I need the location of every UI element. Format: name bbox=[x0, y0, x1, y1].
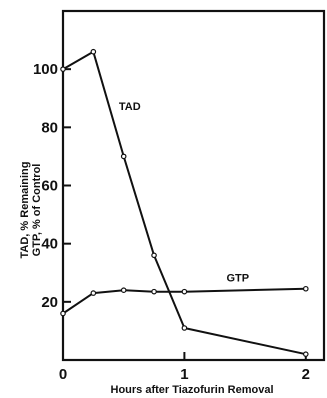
y-tick-label: 40 bbox=[41, 236, 58, 253]
data-point-gtp bbox=[302, 285, 309, 292]
y-axis-title: TAD, % Remaining GTP, % of Control bbox=[19, 162, 43, 259]
y-tick-label: 20 bbox=[41, 294, 58, 311]
data-point-tad bbox=[302, 351, 309, 357]
plot-frame bbox=[61, 9, 326, 362]
plot-border bbox=[61, 9, 326, 362]
data-point-tad bbox=[60, 66, 66, 72]
data-point-tad bbox=[90, 48, 97, 55]
series-line-gtp bbox=[62, 287, 306, 315]
data-point-gtp bbox=[181, 288, 188, 295]
y-tick-label: 100 bbox=[33, 61, 58, 78]
data-point-tad bbox=[120, 153, 127, 160]
y-axis-title-line-2: GTP, % of Control bbox=[31, 164, 43, 257]
series-label-tad: TAD bbox=[119, 101, 141, 113]
data-point-gtp bbox=[90, 290, 97, 296]
y-tick-label: 80 bbox=[41, 119, 58, 136]
series-lines bbox=[62, 50, 307, 356]
data-point-tad bbox=[151, 252, 157, 259]
series-line-tad bbox=[62, 50, 307, 356]
x-tick-label: 2 bbox=[302, 366, 310, 383]
data-point-gtp bbox=[120, 287, 127, 294]
axis-ticks bbox=[62, 68, 307, 361]
data-points bbox=[60, 48, 309, 357]
data-point-tad bbox=[181, 325, 188, 331]
data-point-gtp bbox=[60, 310, 66, 317]
data-point-gtp bbox=[151, 288, 157, 295]
tick-labels: 20 40 60 80 100 0 1 2 TAD GTP bbox=[33, 61, 310, 383]
y-tick-label: 60 bbox=[41, 178, 58, 195]
x-axis-title: Hours after Tiazofurin Removal bbox=[111, 384, 274, 396]
x-tick-label: 0 bbox=[59, 366, 67, 383]
x-tick-label: 1 bbox=[180, 366, 188, 383]
series-label-gtp: GTP bbox=[226, 272, 249, 284]
y-axis-title-line-1: TAD, % Remaining bbox=[19, 162, 31, 259]
